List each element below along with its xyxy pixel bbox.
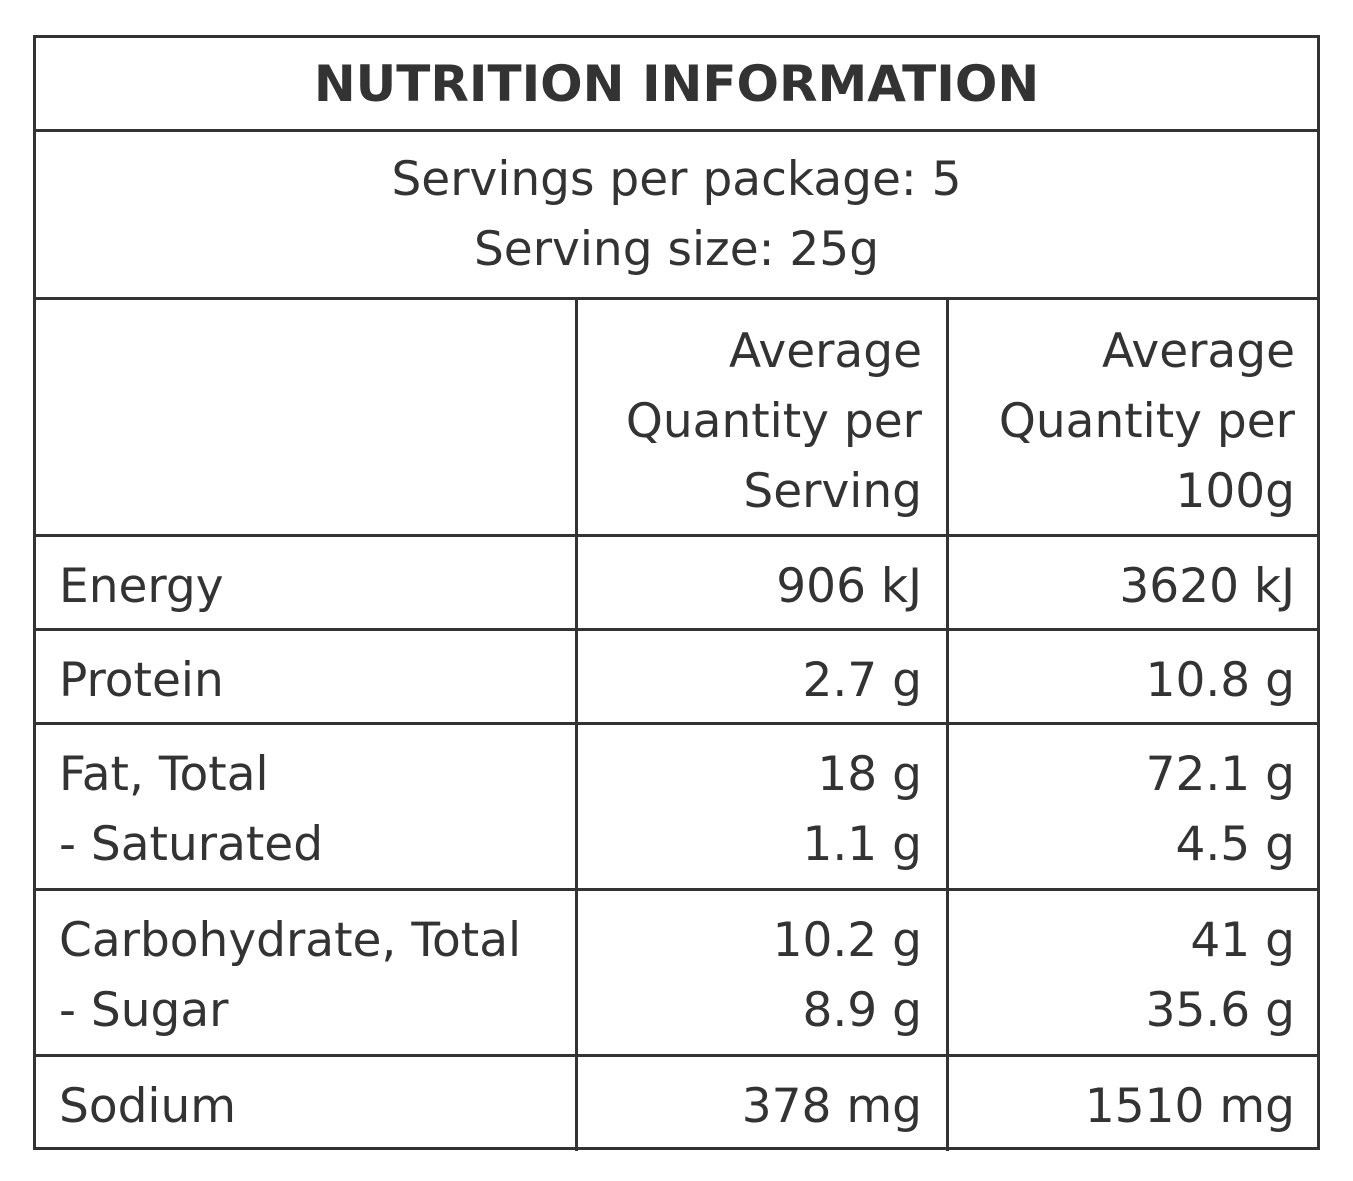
- table-row-energy: Energy 906 kJ 3620 kJ: [36, 537, 1317, 631]
- per-serving-value: 18 g 1.1 g: [578, 725, 949, 888]
- per-serving-amount: 10.2 g: [772, 913, 922, 968]
- per-100g-value: 3620 kJ: [949, 537, 1317, 628]
- nutrient-label: Protein: [36, 631, 578, 722]
- header-per-100g-line: 100g: [1175, 464, 1295, 519]
- per-100g-amount: 35.6 g: [1145, 983, 1295, 1038]
- per-serving-amount: 8.9 g: [802, 983, 922, 1038]
- per-serving-value: 906 kJ: [578, 537, 949, 628]
- per-100g-amount: 1510 mg: [1084, 1079, 1295, 1134]
- per-serving-value: 2.7 g: [578, 631, 949, 722]
- table-row-protein: Protein 2.7 g 10.8 g: [36, 631, 1317, 725]
- header-per-100g: Average Quantity per 100g: [949, 300, 1317, 534]
- per-100g-value: 10.8 g: [949, 631, 1317, 722]
- header-per-serving-line: Average: [728, 324, 922, 379]
- per-100g-amount: 10.8 g: [1145, 653, 1295, 708]
- table-row-sodium: Sodium 378 mg 1510 mg: [36, 1057, 1317, 1151]
- per-serving-value: 10.2 g 8.9 g: [578, 891, 949, 1054]
- header-per-100g-line: Quantity per: [998, 394, 1295, 449]
- header-label-cell: [36, 300, 578, 534]
- per-serving-amount: 2.7 g: [802, 653, 922, 708]
- nutrient-name: Fat, Total: [59, 747, 269, 802]
- per-serving-amount: 906 kJ: [776, 559, 922, 614]
- per-100g-amount: 4.5 g: [1175, 817, 1295, 872]
- per-serving-value: 378 mg: [578, 1057, 949, 1151]
- per-100g-value: 1510 mg: [949, 1057, 1317, 1151]
- table-row-fat: Fat, Total - Saturated 18 g 1.1 g 72.1 g…: [36, 725, 1317, 891]
- nutrient-name: Carbohydrate, Total: [59, 913, 522, 968]
- servings-per-package: Servings per package: 5: [391, 151, 962, 207]
- per-100g-amount: 3620 kJ: [1119, 559, 1295, 614]
- nutrient-name: Energy: [59, 559, 224, 614]
- table-row-carbohydrate: Carbohydrate, Total - Sugar 10.2 g 8.9 g…: [36, 891, 1317, 1057]
- per-serving-amount: 378 mg: [741, 1079, 922, 1134]
- header-per-serving-line: Quantity per: [625, 394, 922, 449]
- nutrition-table: Average Quantity per Serving Average Qua…: [36, 300, 1317, 1151]
- nutrient-subname: - Saturated: [59, 817, 324, 872]
- nutrition-panel: NUTRITION INFORMATION Servings per packa…: [33, 35, 1320, 1151]
- panel-title: NUTRITION INFORMATION: [36, 38, 1317, 132]
- serving-size: Serving size: 25g: [473, 221, 880, 277]
- per-100g-value: 72.1 g 4.5 g: [949, 725, 1317, 888]
- per-100g-value: 41 g 35.6 g: [949, 891, 1317, 1054]
- header-per-100g-line: Average: [1101, 324, 1295, 379]
- per-serving-amount: 18 g: [817, 747, 922, 802]
- servings-info: Servings per package: 5 Serving size: 25…: [36, 132, 1317, 300]
- per-serving-amount: 1.1 g: [802, 817, 922, 872]
- nutrient-label: Fat, Total - Saturated: [36, 725, 578, 888]
- nutrient-label: Energy: [36, 537, 578, 628]
- nutrient-name: Protein: [59, 653, 224, 708]
- per-100g-amount: 41 g: [1190, 913, 1295, 968]
- nutrient-label: Sodium: [36, 1057, 578, 1151]
- header-per-serving-line: Serving: [743, 464, 922, 519]
- table-header-row: Average Quantity per Serving Average Qua…: [36, 300, 1317, 537]
- header-per-serving: Average Quantity per Serving: [578, 300, 949, 534]
- nutrient-subname: - Sugar: [59, 983, 229, 1038]
- nutrient-label: Carbohydrate, Total - Sugar: [36, 891, 578, 1054]
- per-100g-amount: 72.1 g: [1145, 747, 1295, 802]
- nutrient-name: Sodium: [59, 1079, 237, 1134]
